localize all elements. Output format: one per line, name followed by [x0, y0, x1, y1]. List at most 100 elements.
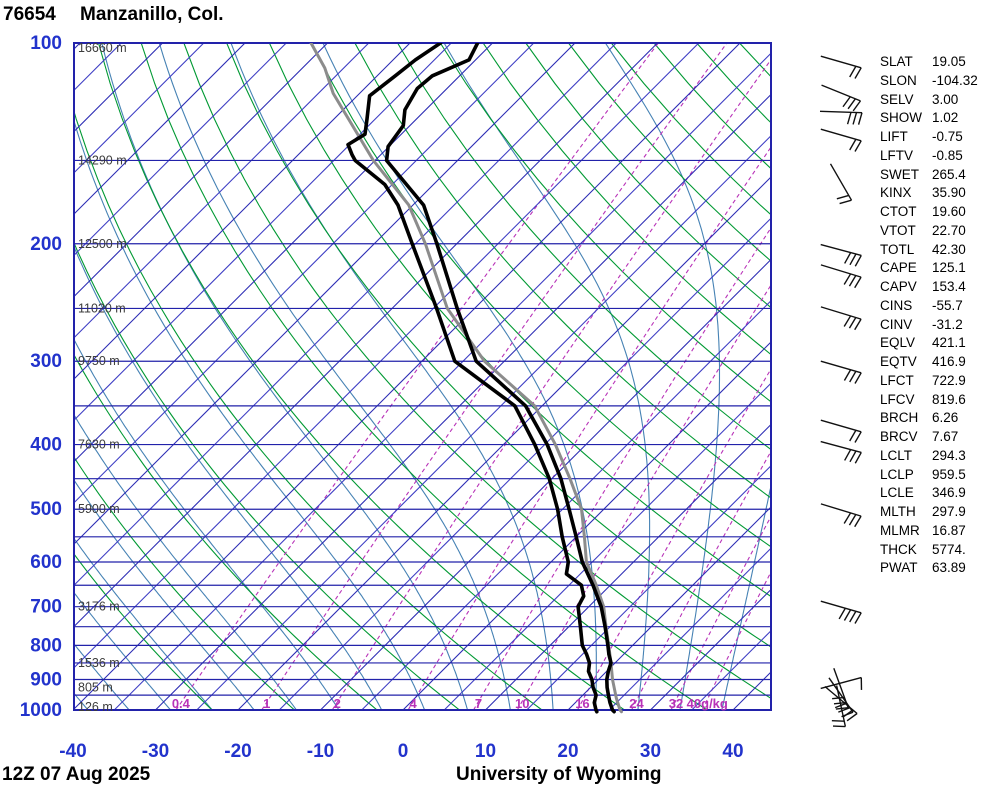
index-key: LCLE: [880, 485, 914, 501]
pressure-tick-200: 200: [30, 234, 62, 255]
temp-tick--20: -20: [224, 741, 251, 762]
index-key: BRCH: [880, 410, 919, 426]
index-key: SWET: [880, 166, 919, 182]
index-value: 294.3: [932, 447, 966, 463]
mixing-ratio-label-32: 32: [669, 696, 683, 711]
index-row-lclp: LCLP 959.5: [880, 466, 996, 485]
index-key: SLAT: [880, 54, 913, 69]
index-value: 16.87: [932, 522, 966, 538]
wind-barb: [824, 685, 858, 722]
height-label-200: 12500 m: [78, 237, 127, 251]
mixing-ratio-label-16: 16: [575, 696, 589, 711]
height-label-400: 7630 m: [78, 438, 120, 452]
index-row-show: SHOW 1.02: [880, 109, 996, 128]
index-value: 153.4: [932, 279, 966, 294]
index-row-mlth: MLTH 297.9: [880, 503, 996, 522]
index-row-selv: SELV 3.00: [880, 91, 996, 110]
index-value: 19.60: [932, 204, 966, 219]
pressure-tick-500: 500: [30, 499, 62, 520]
temperature-curve: [384, 43, 616, 714]
index-key: MLMR: [880, 522, 920, 538]
mixing-ratio-label-7: 7: [475, 696, 482, 711]
height-label-100: 16660 m: [78, 41, 127, 55]
index-key: THCK: [880, 541, 917, 557]
wind-barb: [820, 306, 862, 331]
wind-barb: [820, 676, 863, 690]
index-row-cins: CINS -55.7: [880, 297, 996, 316]
height-label-850: 1536 m: [78, 656, 120, 670]
index-value: 6.26: [932, 410, 959, 426]
index-value: 22.70: [932, 222, 966, 238]
mixing-ratio-label-40g/kg: 40g/kg: [687, 696, 728, 711]
index-value: 7.67: [932, 429, 959, 444]
wind-barb: [820, 243, 862, 267]
index-key: SHOW: [880, 110, 922, 126]
mixing-ratio-label-0.4: 0.4: [172, 696, 191, 711]
wind-barb: [820, 600, 862, 624]
wind-barb: [820, 360, 862, 384]
index-key: LFCT: [880, 372, 914, 388]
index-key: KINX: [880, 185, 912, 201]
index-row-kinx: KINX 35.90: [880, 184, 996, 203]
index-key: EQLV: [880, 335, 916, 351]
height-label-250: 11020 m: [78, 301, 126, 315]
mixing-ratio-label-10: 10: [515, 696, 529, 711]
index-value: 1.02: [932, 110, 959, 126]
credit-university-of-wyoming: University of Wyoming: [456, 764, 662, 785]
index-key: VTOT: [880, 222, 916, 238]
index-key: LFTV: [880, 147, 914, 163]
pressure-tick-1000: 1000: [20, 700, 62, 721]
temp-tick-20: 20: [557, 741, 578, 762]
index-row-slat: SLAT 19.05: [880, 53, 996, 72]
wind-barb: [829, 163, 853, 205]
wind-barb: [821, 84, 862, 112]
plot-frame: [73, 42, 772, 711]
temp-tick-10: 10: [475, 741, 496, 762]
height-label-925: 805 m: [78, 680, 113, 694]
mixing-ratio-label-1: 1: [263, 696, 270, 711]
temp-tick--40: -40: [59, 741, 86, 762]
index-value: 5774.: [932, 541, 966, 557]
index-row-lftv: LFTV -0.85: [880, 147, 996, 166]
wind-barb: [820, 264, 862, 289]
index-value: -31.2: [932, 316, 963, 332]
index-key: LFCV: [880, 391, 915, 407]
parcel-curve: [309, 43, 623, 714]
pressure-tick-700: 700: [30, 597, 62, 618]
index-value: 346.9: [932, 485, 966, 501]
height-label-150: 14290 m: [78, 153, 127, 167]
index-row-slon: SLON -104.32: [880, 72, 996, 91]
index-row-totl: TOTL 42.30: [880, 241, 996, 260]
height-label-1000: 126 m: [78, 700, 113, 714]
wind-barb: [831, 685, 847, 728]
index-row-cinv: CINV -31.2: [880, 316, 996, 335]
index-value: 959.5: [932, 466, 966, 482]
wind-barb: [820, 128, 862, 152]
index-value: 416.9: [932, 354, 966, 369]
index-value: -0.75: [932, 129, 963, 144]
index-key: LCLT: [880, 447, 913, 463]
mixing-ratio-label-24: 24: [629, 696, 644, 711]
pressure-tick-800: 800: [30, 635, 62, 656]
index-key: CINV: [880, 316, 913, 332]
wind-barb: [819, 110, 863, 125]
index-row-lfcv: LFCV 819.6: [880, 391, 996, 410]
pressure-tick-300: 300: [30, 351, 62, 372]
index-key: CTOT: [880, 204, 917, 219]
pressure-tick-400: 400: [30, 435, 62, 456]
temp-tick-40: 40: [722, 741, 743, 762]
height-label-300: 9750 m: [78, 354, 120, 368]
index-value: -0.85: [932, 147, 963, 163]
mixing-ratio-label-2: 2: [334, 696, 341, 711]
index-key: TOTL: [880, 241, 915, 257]
height-label-500: 5900 m: [78, 502, 120, 516]
station-id: 76654: [3, 4, 56, 25]
index-row-swet: SWET 265.4: [880, 166, 996, 185]
index-row-thck: THCK 5774.: [880, 541, 996, 560]
index-row-lfct: LFCT 722.9: [880, 372, 996, 391]
station-name: Manzanillo, Col.: [80, 4, 224, 25]
pressure-tick-600: 600: [30, 552, 62, 573]
index-key: MLTH: [880, 504, 916, 519]
